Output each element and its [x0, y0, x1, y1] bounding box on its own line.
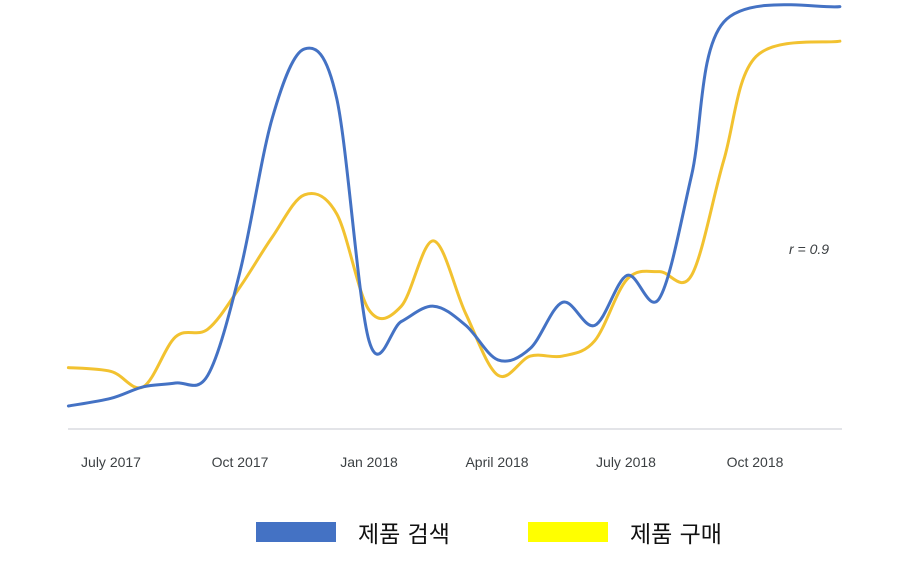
x-tick-labels: July 2017 Oct 2017 Jan 2018 April 2018 July … [81, 454, 784, 470]
legend-item-search: 제품 검색 [256, 512, 450, 552]
x-tick-label: July 2018 [596, 454, 656, 470]
line-chart: July 2017 Oct 2017 Jan 2018 April 2018 July … [66, 3, 842, 470]
x-tick-label: July 2017 [81, 454, 141, 470]
correlation-annotation: r = 0.9 [789, 241, 829, 257]
x-tick-label: April 2018 [465, 454, 528, 470]
series-line-purchase [66, 39, 842, 390]
series-line-search [66, 3, 842, 408]
x-tick-label: Jan 2018 [340, 454, 398, 470]
x-tick-label: Oct 2018 [727, 454, 784, 470]
series-layer [66, 3, 842, 408]
legend-swatch-purchase [528, 522, 608, 542]
x-tick-label: Oct 2017 [212, 454, 269, 470]
legend-item-purchase: 제품 구매 [528, 512, 722, 552]
legend-label-search: 제품 검색 [358, 522, 450, 548]
legend-swatch-search [256, 522, 336, 542]
legend-label-purchase: 제품 구매 [630, 522, 722, 548]
